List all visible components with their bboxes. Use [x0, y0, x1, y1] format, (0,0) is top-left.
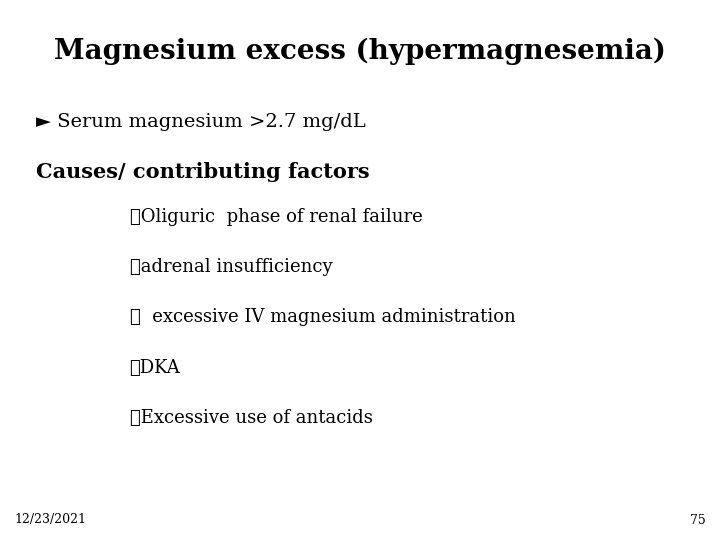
Text: Magnesium excess (hypermagnesemia): Magnesium excess (hypermagnesemia) — [54, 38, 666, 65]
Text: 12/23/2021: 12/23/2021 — [14, 514, 86, 526]
Text: Causes/ contributing factors: Causes/ contributing factors — [36, 162, 369, 182]
Text: ✓adrenal insufficiency: ✓adrenal insufficiency — [130, 258, 332, 276]
Text: ✓Excessive use of antacids: ✓Excessive use of antacids — [130, 409, 372, 427]
Text: ✓Oliguric  phase of renal failure: ✓Oliguric phase of renal failure — [130, 208, 423, 226]
Text: ✓  excessive IV magnesium administration: ✓ excessive IV magnesium administration — [130, 308, 516, 326]
Text: ► Serum magnesium >2.7 mg/dL: ► Serum magnesium >2.7 mg/dL — [36, 113, 366, 131]
Text: ✓DKA: ✓DKA — [130, 359, 180, 376]
Text: 75: 75 — [690, 514, 706, 526]
